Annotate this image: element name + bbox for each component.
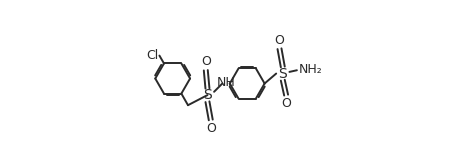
- Text: S: S: [279, 67, 287, 80]
- Text: O: O: [206, 122, 216, 135]
- Text: O: O: [281, 97, 291, 110]
- Text: NH₂: NH₂: [299, 63, 322, 76]
- Text: S: S: [203, 88, 212, 102]
- Text: Cl: Cl: [146, 49, 159, 62]
- Text: O: O: [201, 55, 211, 68]
- Text: NH: NH: [217, 76, 236, 89]
- Text: O: O: [275, 34, 284, 47]
